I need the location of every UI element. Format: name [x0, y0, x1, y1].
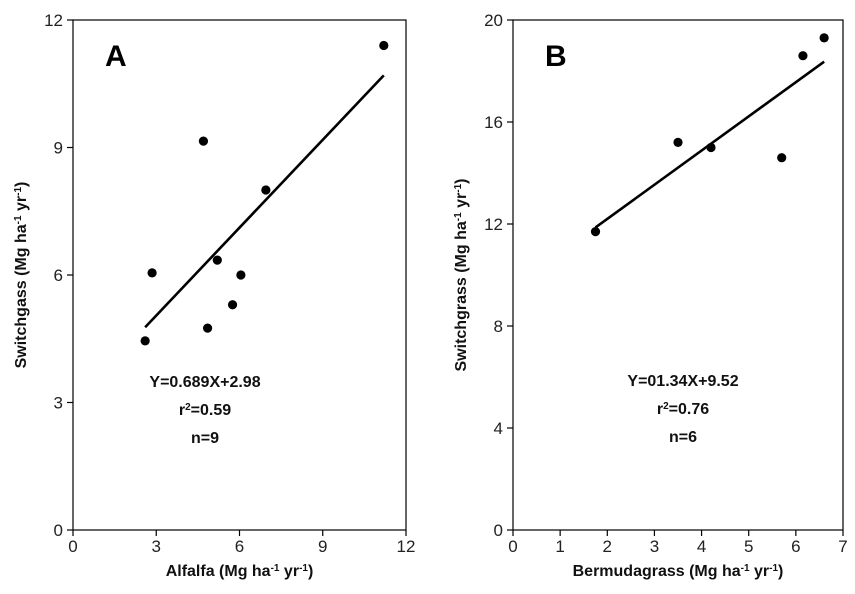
x-tick-label: 3 — [650, 537, 659, 556]
y-tick-label: 6 — [54, 266, 63, 285]
x-axis-label-end: ) — [308, 563, 313, 580]
r-squared-value: =0.76 — [669, 401, 710, 418]
y-tick-label: 20 — [484, 11, 503, 30]
x-axis-label-sup1: -1 — [741, 563, 750, 574]
x-tick-label: 12 — [397, 537, 416, 556]
y-axis-label: Switchgass (Mg ha-1 yr-1) — [13, 182, 31, 369]
x-tick-label: 9 — [318, 537, 327, 556]
y-axis-label: Switchgrass (Mg ha-1 yr-1) — [453, 179, 471, 372]
y-tick-label: 16 — [484, 113, 503, 132]
data-point — [147, 268, 157, 278]
x-axis-label-mid: yr — [279, 563, 299, 580]
data-point — [590, 227, 601, 237]
data-point — [198, 136, 209, 146]
x-axis-label-end: ) — [778, 563, 783, 580]
r-squared-exponent: 2 — [663, 401, 669, 412]
y-tick-label: 9 — [54, 139, 63, 158]
x-axis-label-main: Alfalfa (Mg ha — [166, 563, 271, 580]
y-axis-label-sup1: -1 — [13, 215, 24, 224]
y-tick-label: 4 — [494, 419, 503, 438]
data-point — [798, 51, 808, 61]
x-tick-label: 7 — [838, 537, 847, 556]
y-axis-label-end: ) — [13, 182, 30, 187]
x-tick-label: 5 — [744, 537, 753, 556]
regression-line — [144, 74, 385, 329]
data-point — [212, 255, 222, 265]
x-axis-label-main: Bermudagrass (Mg ha — [573, 563, 741, 580]
y-axis-label-main: Switchgass (Mg ha — [13, 224, 30, 368]
data-point — [227, 300, 238, 310]
x-axis-label-sup2: -1 — [299, 563, 308, 574]
r-squared-prefix: r — [179, 402, 185, 419]
regression-equation: Y=0.689X+2.98 — [149, 374, 260, 391]
x-tick-label: 4 — [697, 537, 706, 556]
x-tick-label: 0 — [508, 537, 517, 556]
y-axis-label-end: ) — [453, 179, 470, 184]
x-axis-label-mid: yr — [750, 563, 770, 580]
y-axis-label-main: Switchgrass (Mg ha — [453, 221, 470, 371]
data-point — [706, 142, 716, 153]
y-tick-label: 8 — [494, 317, 503, 336]
x-axis-label: Alfalfa (Mg ha-1 yr-1) — [166, 563, 314, 581]
x-tick-label: 6 — [235, 537, 244, 556]
x-tick-label: 1 — [555, 537, 564, 556]
data-point — [379, 40, 389, 51]
y-tick-label: 0 — [494, 521, 503, 540]
y-tick-label: 3 — [54, 394, 63, 413]
panel-label: B — [545, 40, 567, 73]
x-axis-label-sup1: -1 — [271, 563, 280, 574]
data-point — [140, 336, 150, 346]
x-axis-label: Bermudagrass (Mg ha-1 yr-1) — [573, 563, 784, 581]
r-squared-prefix: r — [657, 401, 663, 418]
r-squared: r2=0.76 — [657, 401, 709, 419]
sample-size: n=6 — [669, 429, 697, 446]
plot-frame — [512, 19, 844, 531]
data-point — [236, 270, 246, 280]
x-tick-label: 6 — [791, 537, 800, 556]
regression-equation: Y=01.34X+9.52 — [627, 373, 738, 390]
x-tick-label: 0 — [68, 537, 77, 556]
y-tick-label: 12 — [44, 11, 63, 30]
y-axis-label-sup2: -1 — [13, 187, 24, 196]
y-axis-label-sup1: -1 — [453, 212, 464, 221]
y-tick-label: 0 — [54, 521, 63, 540]
y-axis-label-mid: yr — [453, 193, 470, 213]
data-point — [673, 137, 683, 147]
panel-label: A — [105, 40, 127, 73]
data-point — [777, 153, 787, 163]
r-squared: r2=0.59 — [179, 402, 231, 420]
x-tick-label: 2 — [603, 537, 612, 556]
y-tick-label: 12 — [484, 215, 503, 234]
sample-size: n=9 — [191, 430, 219, 447]
r-squared-value: =0.59 — [191, 402, 232, 419]
r-squared-exponent: 2 — [185, 402, 191, 413]
x-axis-label-sup2: -1 — [769, 563, 778, 574]
data-point — [202, 323, 213, 333]
y-axis-label-mid: yr — [13, 196, 30, 216]
data-point — [819, 33, 829, 43]
x-tick-label: 3 — [152, 537, 161, 556]
data-point — [261, 185, 271, 195]
y-axis-label-sup2: -1 — [453, 183, 464, 192]
